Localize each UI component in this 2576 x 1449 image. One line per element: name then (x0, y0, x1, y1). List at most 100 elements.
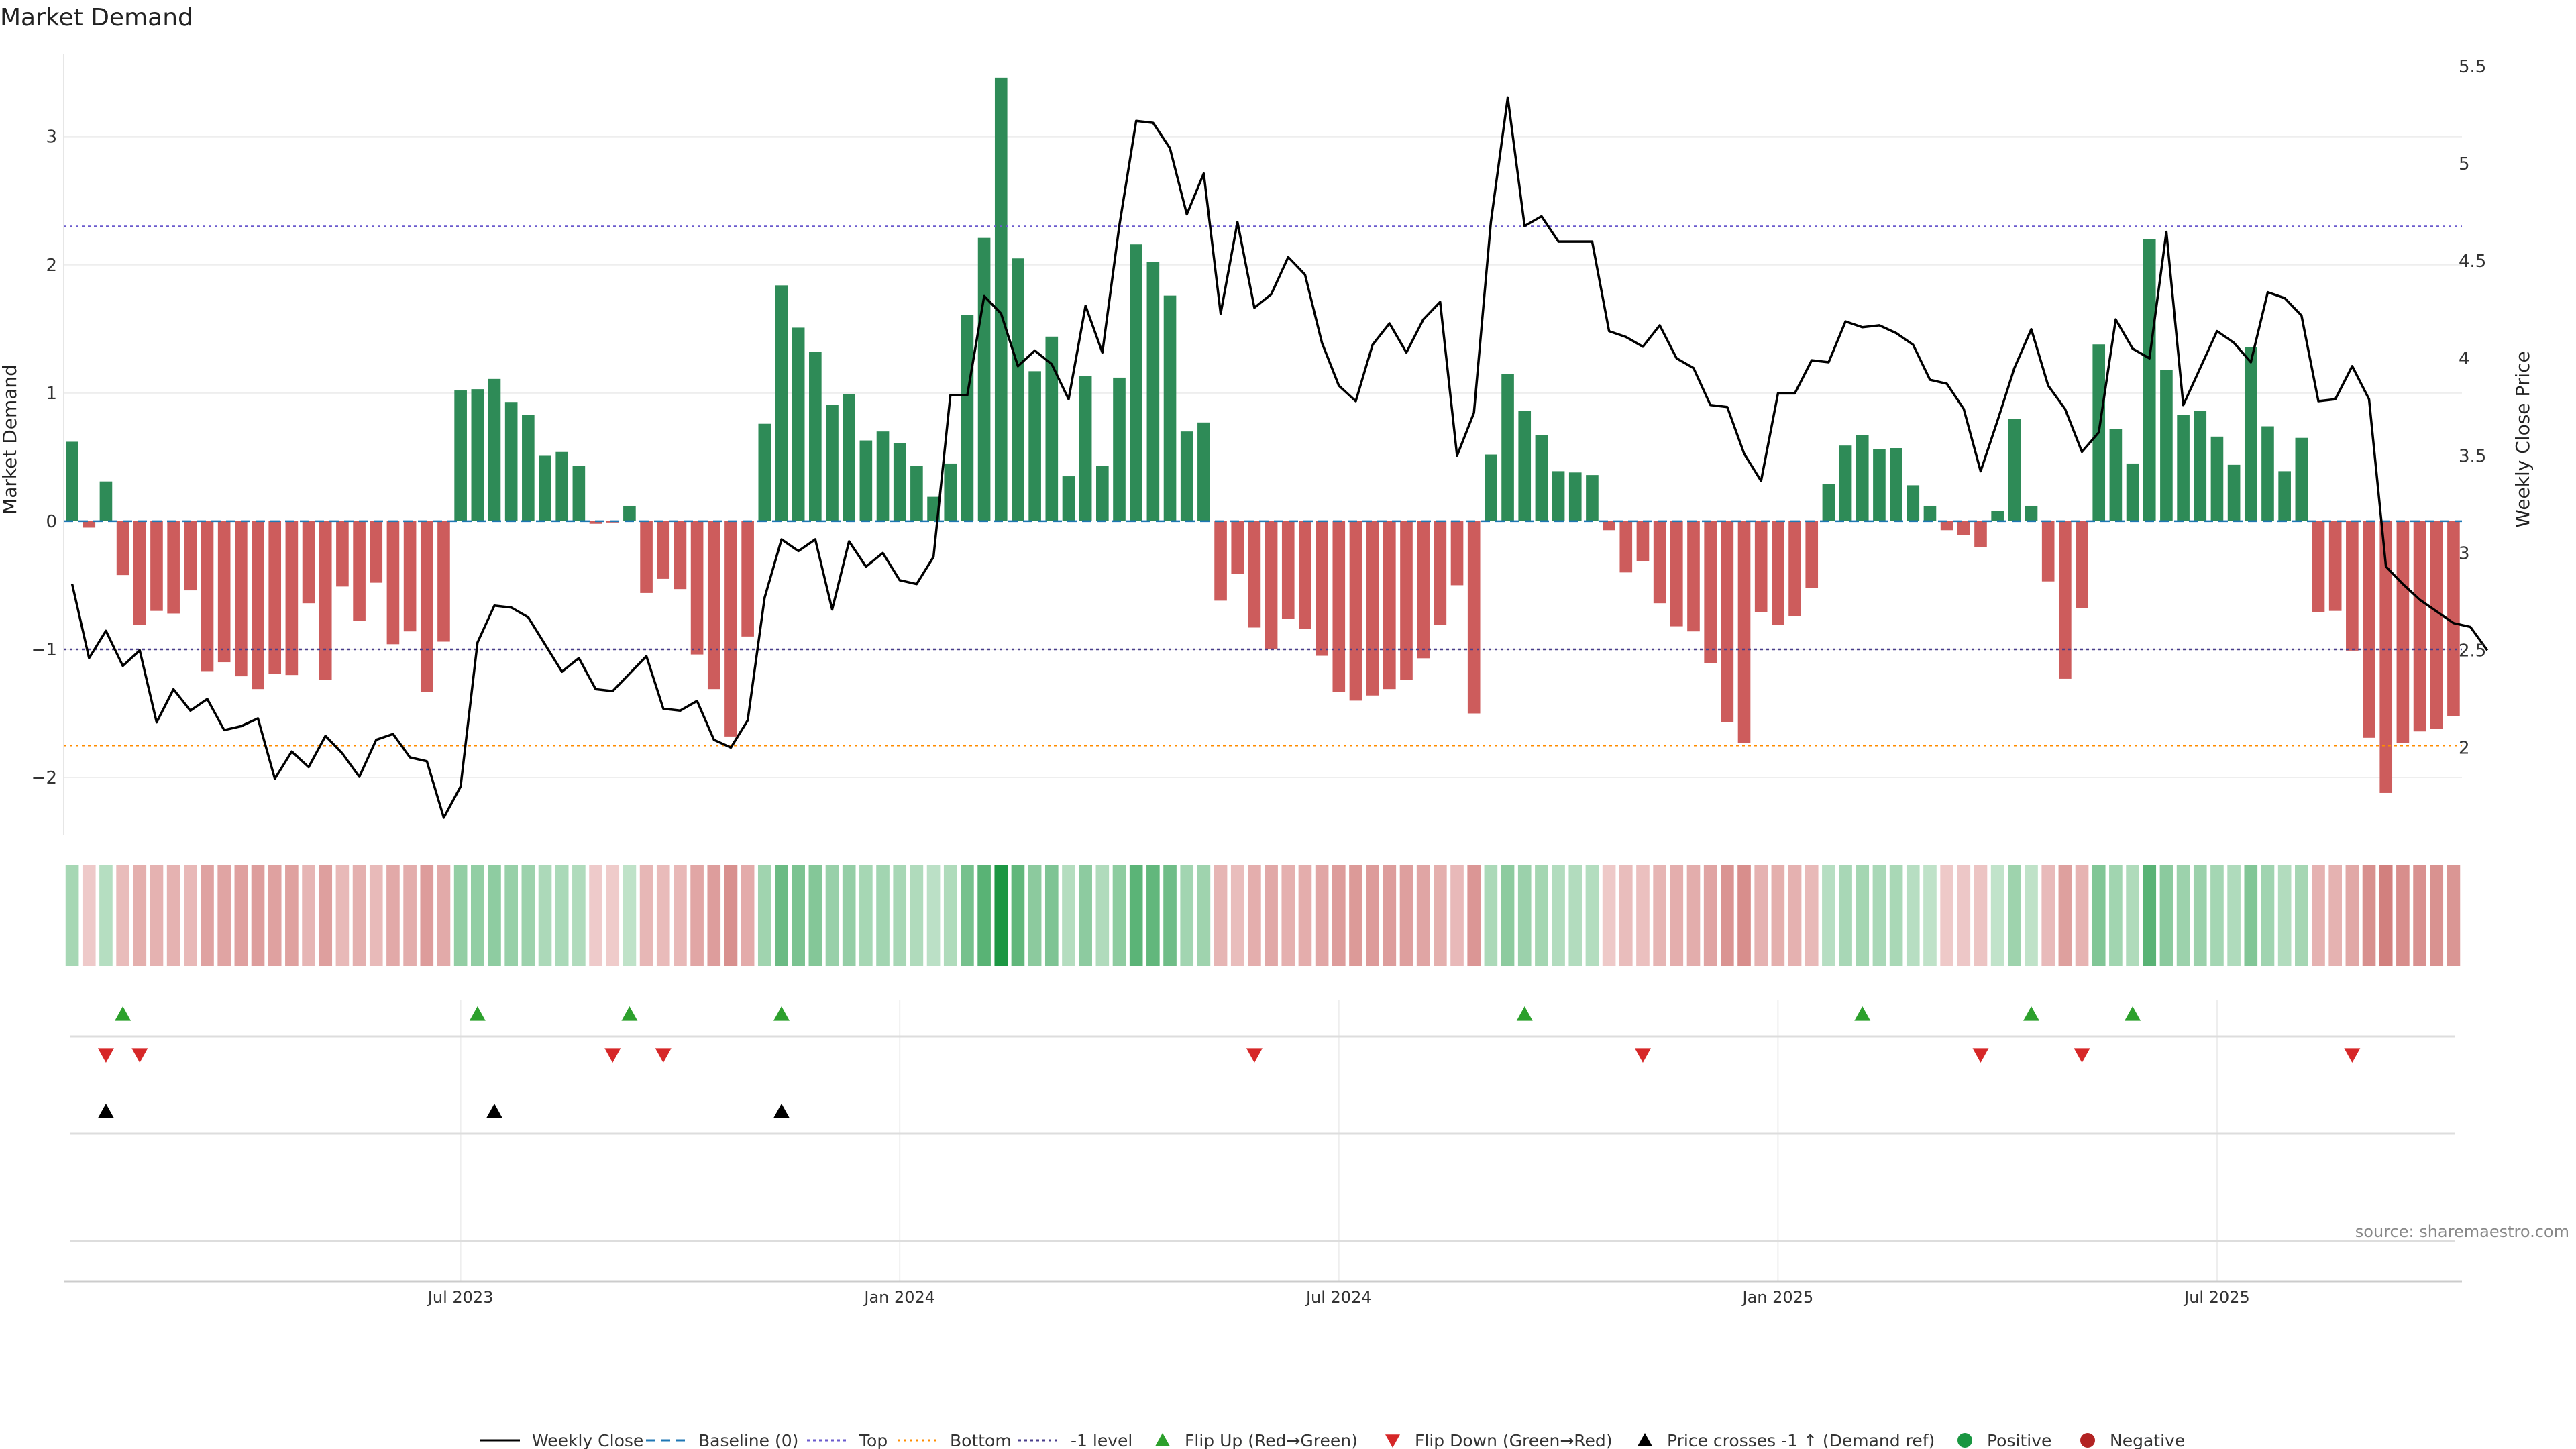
demand-bar-negative (724, 521, 737, 737)
demand-bar-positive (1028, 371, 1041, 521)
heat-cell (2261, 865, 2275, 966)
heat-cell (1686, 865, 1701, 966)
flip-down-marker (1634, 1048, 1651, 1063)
heat-cell (1856, 865, 1870, 966)
legend-swatch (2080, 1433, 2095, 1448)
right-axis-label: Weekly Close Price (2512, 351, 2534, 527)
reference-lines (64, 225, 2462, 747)
heat-cell (2244, 865, 2258, 966)
demand-bar-positive (66, 441, 78, 521)
demand-bar-positive (944, 463, 957, 521)
heat-cell (201, 865, 214, 966)
demand-bar-negative (2346, 521, 2359, 651)
demand-bar-positive (454, 390, 467, 521)
demand-bar-negative (1383, 521, 1396, 690)
heat-cell (217, 865, 231, 966)
right-tick-label: 2 (2459, 738, 2470, 758)
heat-cell (2227, 865, 2241, 966)
heat-cell (808, 865, 822, 966)
heat-cell (639, 865, 653, 966)
heat-cell (792, 865, 805, 966)
heat-cell (741, 865, 755, 966)
heat-cell (453, 865, 468, 966)
heat-cell (2295, 865, 2308, 966)
legend-swatch (1957, 1433, 1972, 1448)
heat-cell (994, 865, 1008, 966)
heat-cell (2362, 865, 2376, 966)
heat-cell (1315, 865, 1329, 966)
demand-bar-negative (1332, 521, 1346, 692)
demand-bar-positive (893, 443, 906, 521)
demand-bar-negative (1940, 521, 1953, 531)
demand-bar-positive (2025, 505, 2038, 521)
flip-down-marker (2074, 1048, 2090, 1063)
heat-cell (2413, 865, 2426, 966)
heat-cell (386, 865, 400, 966)
flip-up-marker (1516, 1006, 1533, 1021)
heat-cell (1957, 865, 1971, 966)
demand-bar-negative (150, 521, 163, 611)
demand-bar-positive (876, 431, 890, 521)
heat-cell (403, 865, 417, 966)
legend: Weekly Close Baseline (0) Top Bottom -1 leve… (480, 1431, 2185, 1449)
demand-bar-negative (1670, 521, 1683, 627)
heat-cell (234, 865, 248, 966)
demand-bar-negative (2379, 521, 2393, 793)
right-tick-label: 3 (2459, 543, 2470, 564)
demand-bar-negative (1636, 521, 1650, 561)
heat-cell (1653, 865, 1666, 966)
heat-cell (1517, 865, 1532, 966)
demand-bar-negative (1467, 521, 1481, 714)
flip-down-marker (604, 1048, 621, 1063)
demand-bar-positive (961, 315, 974, 521)
demand-bar-positive (539, 455, 551, 521)
chart-title: Market Demand (0, 4, 193, 32)
flip-down-marker (655, 1048, 672, 1063)
demand-bar-negative (217, 521, 231, 663)
heat-cell (2312, 865, 2325, 966)
heat-cell (2025, 865, 2038, 966)
heat-cell (1416, 865, 1430, 966)
demand-bar-negative (252, 521, 264, 690)
demand-bar-positive (1113, 377, 1126, 521)
heat-cell (555, 865, 569, 966)
heat-cell (1721, 865, 1734, 966)
heat-cell (1214, 865, 1228, 966)
heat-cell (251, 865, 265, 966)
heat-cell (1434, 865, 1447, 966)
flip-down-marker (97, 1048, 114, 1063)
demand-bar-negative (1687, 521, 1700, 632)
demand-bar-positive (1552, 471, 1565, 521)
flip-up-marker (2125, 1006, 2141, 1021)
heat-cell (1535, 865, 1548, 966)
price-cross-marker (486, 1104, 502, 1118)
demand-bar-positive (1096, 466, 1109, 521)
heat-cell (133, 865, 147, 966)
heat-cell (82, 865, 96, 966)
legend-swatch (1638, 1433, 1652, 1446)
heat-cell (1771, 865, 1785, 966)
heat-cell (150, 865, 164, 966)
legend-label: Flip Up (Red→Green) (1185, 1431, 1358, 1449)
demand-bar-positive (977, 237, 991, 521)
demand-bar-positive (555, 451, 569, 521)
demand-bar-positive (1856, 435, 1869, 521)
heat-cell (1180, 865, 1194, 966)
heat-cell (1703, 865, 1717, 966)
heat-cell (910, 865, 924, 966)
demand-bar-positive (792, 327, 805, 521)
heat-cell (876, 865, 890, 966)
demand-bar-negative (302, 521, 315, 604)
heat-cell (775, 865, 788, 966)
heat-cell (1974, 865, 1988, 966)
demand-bar-negative (1400, 521, 1413, 680)
x-tick-label: Jan 2025 (1741, 1288, 1814, 1307)
heat-cell (589, 865, 602, 966)
demand-bar-negative (2328, 521, 2342, 611)
heat-cell (1383, 865, 1397, 966)
heat-cell (369, 865, 383, 966)
heat-cell (2210, 865, 2224, 966)
legend-swatch (1155, 1433, 1170, 1446)
heat-cell (943, 865, 957, 966)
